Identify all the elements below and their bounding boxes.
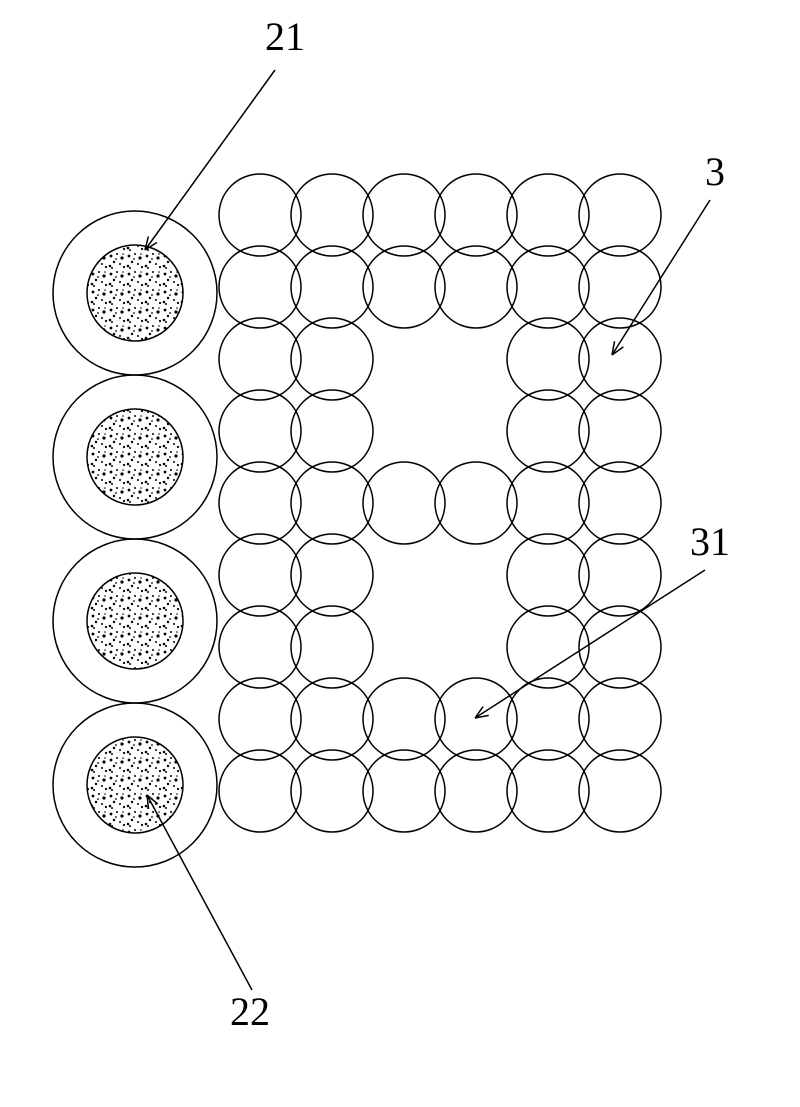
grid-circle-r3-c4 (507, 390, 589, 472)
grid-circle-r3-c0 (219, 390, 301, 472)
grid-circle-r8-c1 (291, 750, 373, 832)
grid-circle-r1-c1 (291, 246, 373, 328)
inner-speckled-circle-2 (87, 573, 183, 669)
leader-line (612, 200, 710, 355)
grid-circle-r1-c3 (435, 246, 517, 328)
grid-circle-r0-c2 (363, 174, 445, 256)
grid-circle-r6-c1 (291, 606, 373, 688)
grid-circle-r5-c1 (291, 534, 373, 616)
grid-circle-r0-c4 (507, 174, 589, 256)
callout-label-2: 31 (690, 519, 730, 564)
grid-circle-r0-c0 (219, 174, 301, 256)
grid-circle-r2-c0 (219, 318, 301, 400)
inner-speckled-circle-1 (87, 409, 183, 505)
grid-circle-r7-c3 (435, 678, 517, 760)
grid-circle-r3-c1 (291, 390, 373, 472)
grid-circle-r8-c0 (219, 750, 301, 832)
grid-circle-r7-c2 (363, 678, 445, 760)
grid-circle-r2-c5 (579, 318, 661, 400)
grid-circle-r2-c1 (291, 318, 373, 400)
inner-speckled-circle-0 (87, 245, 183, 341)
grid-circle-r4-c5 (579, 462, 661, 544)
leader-line (475, 570, 705, 718)
grid-circle-r8-c4 (507, 750, 589, 832)
grid-circle-r0-c3 (435, 174, 517, 256)
grid-circle-r8-c2 (363, 750, 445, 832)
inner-speckled-circle-3 (87, 737, 183, 833)
grid-circle-r5-c0 (219, 534, 301, 616)
grid-circle-r2-c4 (507, 318, 589, 400)
grid-circle-r0-c5 (579, 174, 661, 256)
grid-circle-r4-c2 (363, 462, 445, 544)
grid-circle-r4-c0 (219, 462, 301, 544)
grid-circle-r1-c0 (219, 246, 301, 328)
grid-circle-r6-c4 (507, 606, 589, 688)
grid-circle-r6-c0 (219, 606, 301, 688)
leader-line (145, 70, 275, 250)
grid-circle-r5-c4 (507, 534, 589, 616)
grid-circle-r7-c1 (291, 678, 373, 760)
grid-circle-r8-c3 (435, 750, 517, 832)
grid-circle-r1-c2 (363, 246, 445, 328)
grid-circle-r3-c5 (579, 390, 661, 472)
grid-circle-r4-c4 (507, 462, 589, 544)
grid-circle-r6-c5 (579, 606, 661, 688)
grid-circle-r5-c5 (579, 534, 661, 616)
grid-circle-r1-c4 (507, 246, 589, 328)
callout-label-1: 3 (705, 149, 725, 194)
callout-label-0: 21 (265, 14, 305, 59)
grid-circle-r8-c5 (579, 750, 661, 832)
grid-circle-r4-c3 (435, 462, 517, 544)
grid-circle-r1-c5 (579, 246, 661, 328)
callout-label-3: 22 (230, 989, 270, 1034)
grid-circle-r7-c0 (219, 678, 301, 760)
grid-circle-r0-c1 (291, 174, 373, 256)
grid-circle-r4-c1 (291, 462, 373, 544)
grid-circle-r7-c5 (579, 678, 661, 760)
